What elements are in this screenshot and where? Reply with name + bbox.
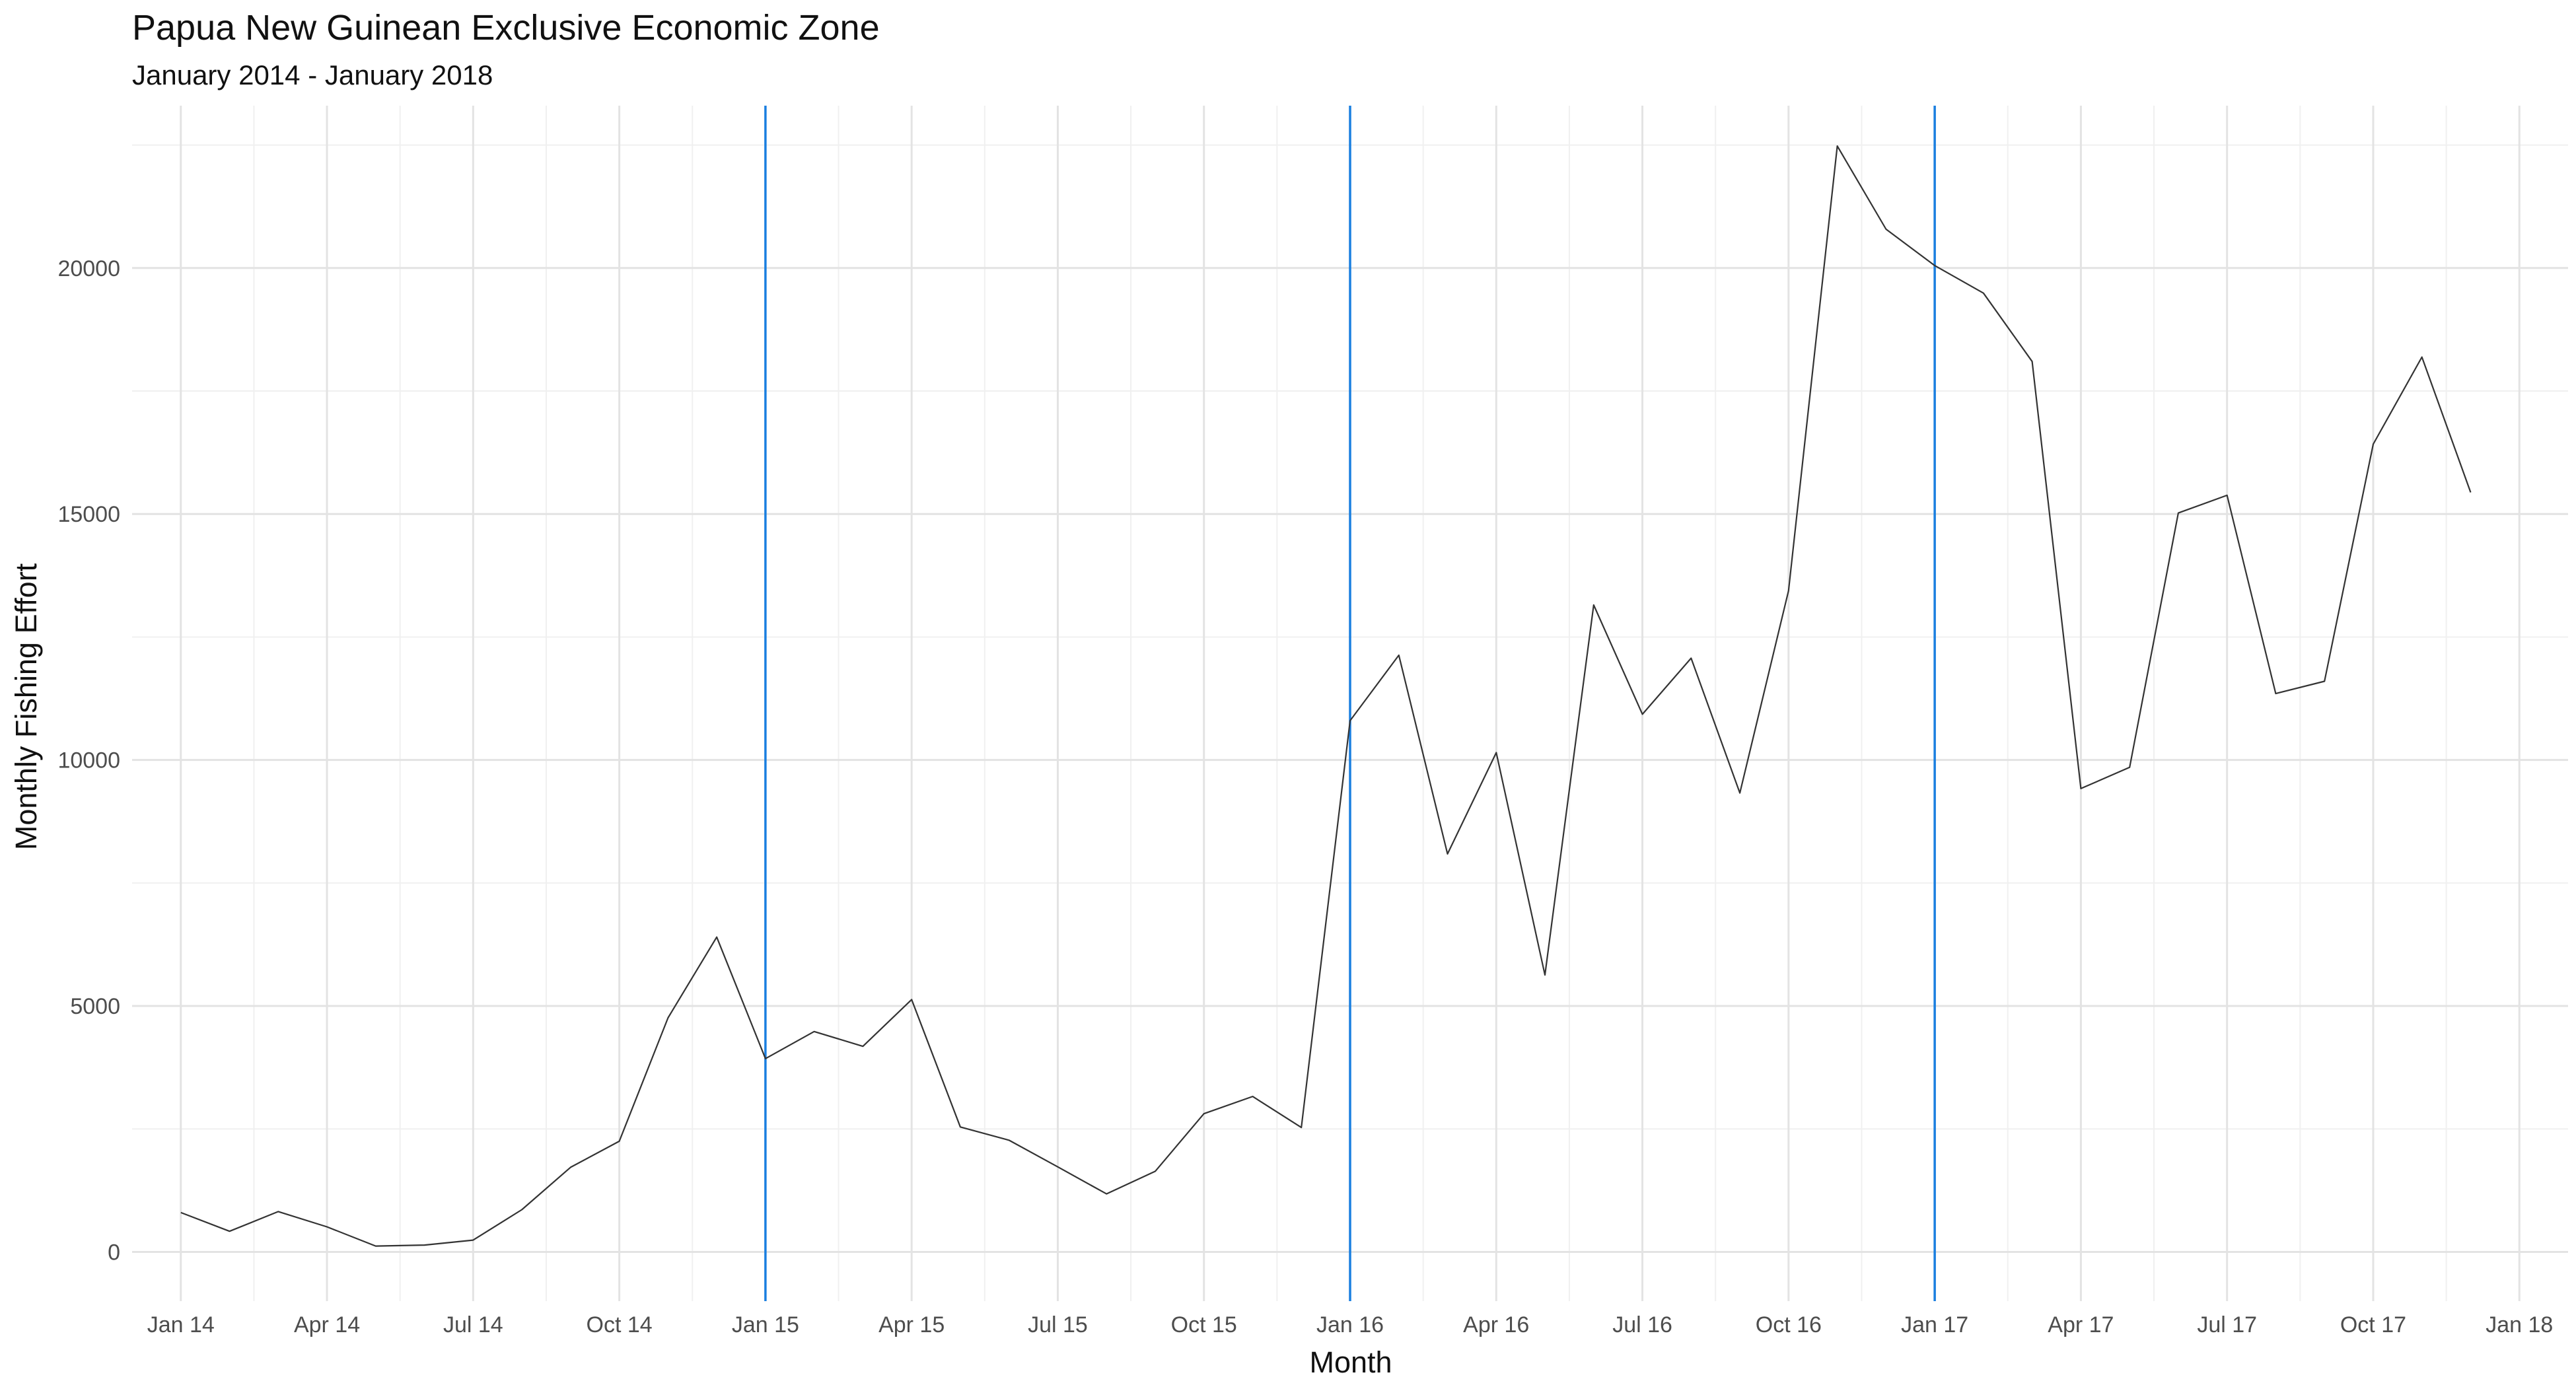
data-point (2176, 511, 2180, 515)
x-tick-label: Apr 17 (2048, 1312, 2114, 1337)
data-point (520, 1207, 524, 1211)
data-point (910, 997, 913, 1001)
y-axis-title: Monthly Fishing Effort (9, 563, 43, 850)
data-point (423, 1243, 427, 1247)
x-tick-label: Jul 17 (2197, 1312, 2257, 1337)
data-point (1787, 588, 1791, 592)
data-point (2273, 692, 2277, 695)
x-axis-title: Month (1309, 1345, 1392, 1379)
data-point (1202, 1112, 1206, 1116)
data-point (1641, 712, 1645, 716)
data-point (1494, 750, 1498, 754)
x-tick-label: Jan 14 (147, 1312, 215, 1337)
data-point (1689, 656, 1693, 660)
data-point (1348, 719, 1352, 723)
reference-lines (764, 106, 1936, 1301)
data-point (276, 1209, 280, 1213)
data-point (1884, 227, 1888, 231)
data-point (1982, 291, 1986, 295)
x-tick-label: Jan 17 (1901, 1312, 1968, 1337)
data-point (666, 1016, 670, 1020)
x-tick-label: Oct 14 (587, 1312, 653, 1337)
data-point (569, 1165, 573, 1169)
chart-title: Papua New Guinean Exclusive Economic Zon… (132, 8, 880, 48)
data-point (2079, 787, 2083, 791)
x-tick-label: Jan 18 (2486, 1312, 2553, 1337)
chart-subtitle: January 2014 - January 2018 (132, 59, 493, 90)
data-point (1055, 1165, 1059, 1169)
data-point (1299, 1125, 1303, 1129)
x-tick-label: Apr 14 (294, 1312, 360, 1337)
x-tick-label: Oct 17 (2340, 1312, 2406, 1337)
data-point (2468, 490, 2472, 494)
data-point (1738, 791, 1742, 795)
data-point (1836, 144, 1840, 148)
data-point (1543, 973, 1547, 977)
data-point (1007, 1138, 1011, 1142)
data-point (1250, 1094, 1254, 1098)
y-axis-ticks: 0 5000 10000 15000 20000 (57, 256, 120, 1265)
data-point (2128, 765, 2131, 769)
data-point (228, 1229, 232, 1233)
x-axis-ticks: Jan 14 Apr 14 Jul 14 Oct 14 Jan 15 Apr 15 Jul … (147, 1312, 2554, 1337)
data-point (471, 1238, 475, 1242)
data-point (861, 1044, 865, 1048)
data-point (715, 935, 719, 939)
y-tick-label: 0 (108, 1240, 120, 1265)
x-tick-label: Apr 15 (878, 1312, 945, 1337)
x-tick-label: Oct 15 (1171, 1312, 1237, 1337)
data-point (2322, 679, 2326, 683)
data-point (958, 1125, 962, 1129)
data-point (374, 1244, 378, 1248)
y-tick-label: 15000 (57, 502, 120, 527)
data-point (2371, 442, 2375, 446)
y-tick-label: 20000 (57, 256, 120, 281)
data-point (618, 1139, 622, 1143)
x-tick-label: Jan 16 (1316, 1312, 1384, 1337)
data-point (1153, 1169, 1157, 1173)
data-point (812, 1030, 816, 1034)
y-tick-label: 5000 (70, 994, 120, 1019)
x-tick-label: Apr 16 (1463, 1312, 1529, 1337)
data-point (2420, 355, 2424, 359)
x-tick-label: Jan 15 (732, 1312, 799, 1337)
series-line-group (179, 144, 2472, 1248)
data-point (179, 1211, 183, 1215)
y-tick-label: 10000 (57, 748, 120, 773)
data-point (325, 1225, 329, 1229)
data-point (764, 1057, 768, 1061)
data-point (2030, 359, 2034, 363)
data-point (2225, 493, 2229, 497)
x-tick-label: Jul 14 (443, 1312, 503, 1337)
data-point (1933, 264, 1937, 267)
x-tick-label: Oct 16 (1756, 1312, 1822, 1337)
x-tick-label: Jul 16 (1612, 1312, 1672, 1337)
data-point (1446, 852, 1450, 856)
data-point (1104, 1192, 1108, 1196)
data-point (1397, 653, 1401, 657)
series-line-monthly-fishing-effort (180, 145, 2472, 1247)
data-point (1592, 603, 1596, 607)
x-tick-label: Jul 15 (1028, 1312, 1088, 1337)
